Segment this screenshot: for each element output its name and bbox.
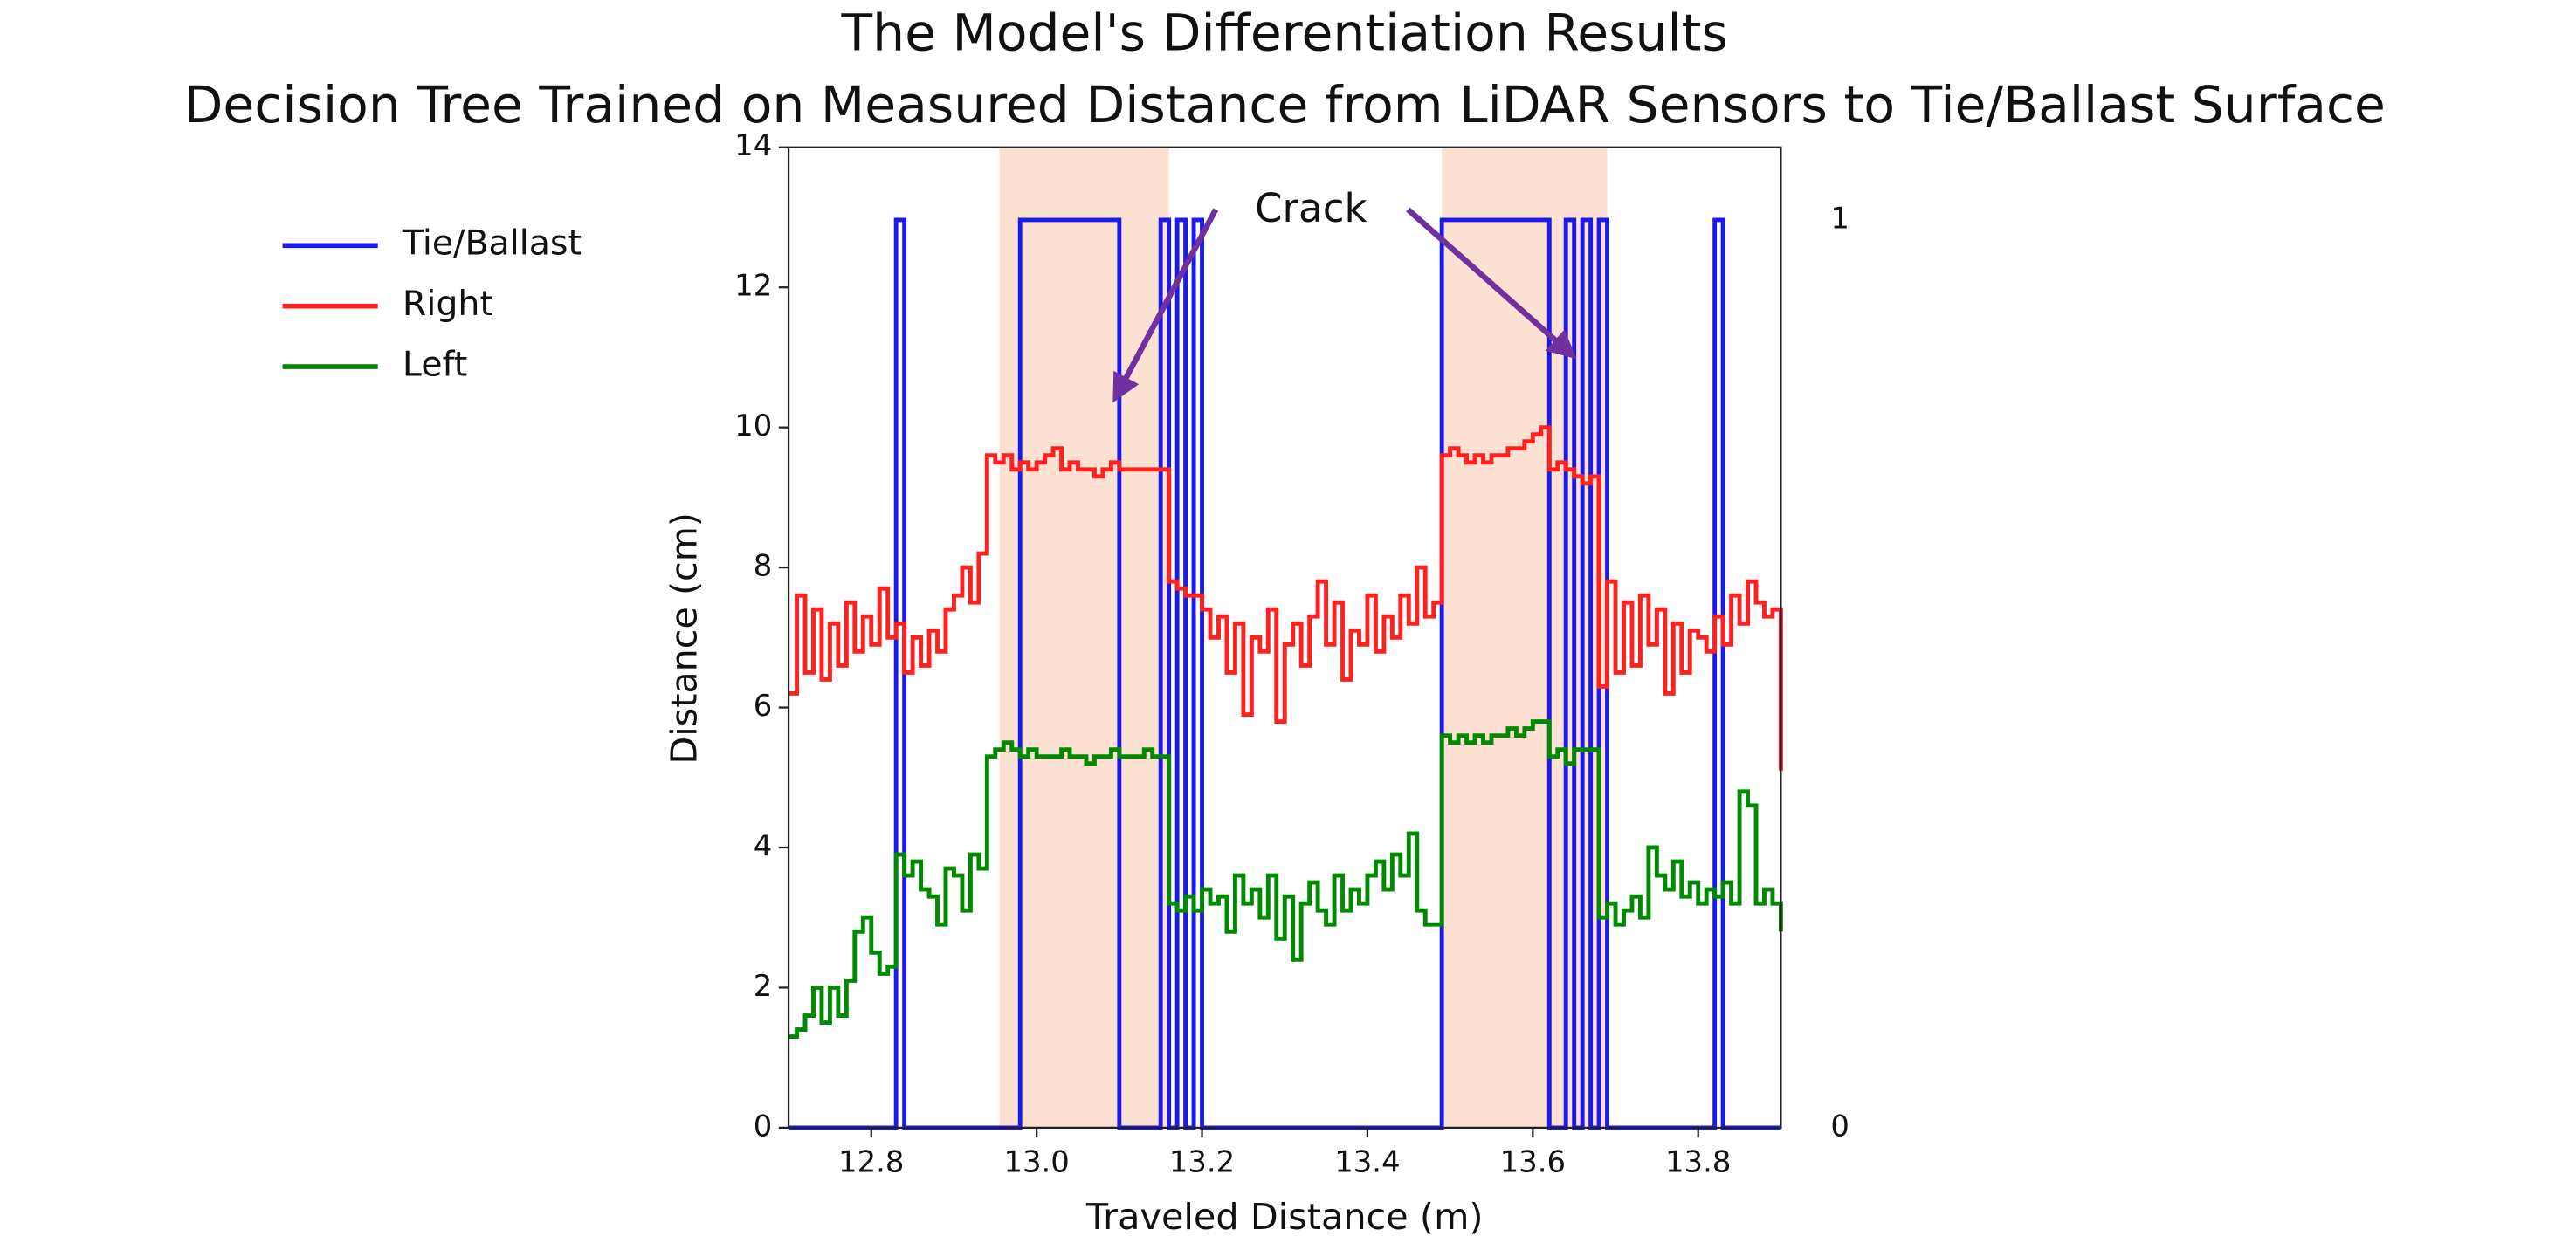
series-line bbox=[789, 425, 1783, 771]
annotation-text: Crack bbox=[1255, 185, 1367, 231]
series-line bbox=[789, 719, 1783, 1040]
axes-layer: 12.8 13.0 13.2 13.4 13.6 13.8 0 2 4 6 8 10 12 14 0 1 bbox=[734, 128, 1849, 1178]
y-tick-label: 0 bbox=[754, 1109, 773, 1143]
y-tick-label: 10 bbox=[734, 409, 772, 443]
legend-label: Left bbox=[403, 345, 467, 385]
chart-title: The Model's Differentiation Results bbox=[841, 3, 1728, 62]
y2-tick-label: 0 bbox=[1830, 1109, 1849, 1143]
legend: Tie/Ballast Right Left bbox=[282, 223, 582, 385]
legend-label: Tie/Ballast bbox=[402, 223, 582, 264]
x-axis-label: Traveled Distance (m) bbox=[1085, 1196, 1484, 1238]
x-tick-label: 13.6 bbox=[1500, 1145, 1566, 1179]
plot-frame bbox=[787, 146, 1782, 1129]
chart-subtitle: Decision Tree Trained on Measured Distan… bbox=[184, 75, 2386, 134]
annotation-arrow bbox=[1112, 208, 1219, 403]
annotation-arrow bbox=[1406, 207, 1577, 360]
span-layer bbox=[999, 147, 1608, 1128]
x-tick-label: 13.4 bbox=[1334, 1145, 1400, 1179]
legend-label: Right bbox=[403, 284, 493, 324]
crack-span bbox=[999, 147, 1169, 1128]
y-tick-label: 14 bbox=[734, 128, 772, 162]
y-axis-label: Distance (cm) bbox=[663, 512, 705, 764]
y-tick-label: 12 bbox=[734, 269, 772, 303]
y-tick-label: 8 bbox=[754, 549, 773, 583]
y-tick-label: 4 bbox=[754, 829, 773, 863]
x-tick-label: 13.0 bbox=[1003, 1145, 1069, 1179]
y2-tick-label: 1 bbox=[1830, 201, 1849, 235]
y-tick-label: 2 bbox=[754, 969, 773, 1003]
x-tick-label: 13.2 bbox=[1169, 1145, 1235, 1179]
x-tick-label: 13.8 bbox=[1665, 1145, 1731, 1179]
x-tick-label: 12.8 bbox=[838, 1145, 904, 1179]
y-tick-label: 6 bbox=[754, 689, 773, 723]
